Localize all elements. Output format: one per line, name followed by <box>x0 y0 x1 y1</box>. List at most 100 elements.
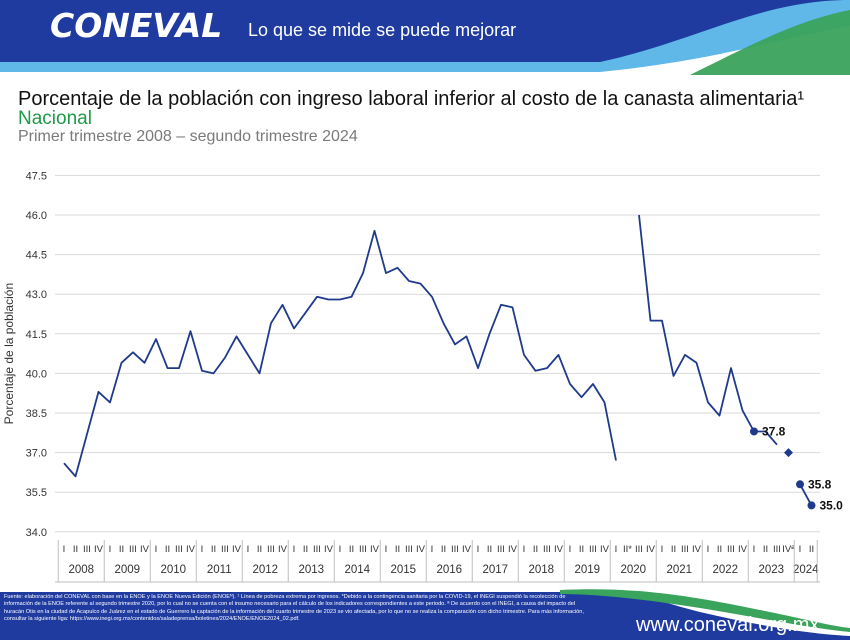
x-quarter-label: III <box>83 544 91 555</box>
website-link[interactable]: www.coneval.org.mx <box>636 614 820 636</box>
data-point-marker <box>807 501 816 510</box>
series-line-2024 <box>799 483 813 506</box>
x-quarter-label: IVª <box>782 544 795 555</box>
x-quarter-label: III <box>681 544 689 555</box>
x-year-label: 2024 <box>793 564 819 576</box>
x-quarter-label: II <box>165 544 170 555</box>
x-quarter-label: IV <box>554 544 564 555</box>
y-tick-label: 43.0 <box>26 289 47 301</box>
footer-background <box>0 589 850 640</box>
x-quarter-label: IV <box>646 544 656 555</box>
x-quarter-label: III <box>497 544 505 555</box>
footer-banner <box>0 588 850 640</box>
x-quarter-label: IV <box>692 544 702 555</box>
x-quarter-label: II <box>717 544 722 555</box>
x-year-label: 2016 <box>436 564 462 576</box>
x-quarter-label: II <box>579 544 584 555</box>
x-quarter-label: I <box>799 544 802 555</box>
x-quarter-label: II <box>671 544 676 555</box>
x-year-label: 2022 <box>712 564 738 576</box>
line-chart: 34.0 35.5 37.0 38.5 40.0 41.5 43.0 44.5 46.0 47.5… <box>0 160 850 590</box>
x-quarter-label: IV <box>324 544 334 555</box>
x-year-label: 2015 <box>390 564 416 576</box>
y-tick-label: 40.0 <box>26 368 47 380</box>
x-year-label: 2014 <box>344 564 370 576</box>
x-year-label: 2011 <box>207 564 232 576</box>
x-quarter-label: I <box>293 544 296 555</box>
x-quarter-label: I <box>431 544 434 555</box>
x-year-label: 2023 <box>758 564 784 576</box>
x-quarter-label: III <box>727 544 735 555</box>
header-background <box>0 0 850 75</box>
x-year-label: 2021 <box>666 564 692 576</box>
header-banner: CONEVAL Lo que se mide se puede mejorar <box>0 0 850 75</box>
x-year-label: 2020 <box>620 564 646 576</box>
footer-source-note: Fuente: elaboración del CONEVAL con base… <box>4 594 584 623</box>
data-point-marker <box>784 448 793 458</box>
x-quarter-label: III <box>405 544 413 555</box>
x-quarter-label: I <box>615 544 618 555</box>
x-quarter-label: IV <box>186 544 196 555</box>
x-quarter-label: II <box>533 544 538 555</box>
x-quarter-label: I <box>339 544 342 555</box>
chart-svg: 34.0 35.5 37.0 38.5 40.0 41.5 43.0 44.5 46.0 47.5… <box>2 170 844 583</box>
x-quarter-label: IV <box>600 544 610 555</box>
data-point-marker <box>750 427 758 436</box>
x-quarter-label: III <box>635 544 643 555</box>
x-quarter-label: I <box>707 544 710 555</box>
x-quarter-label: I <box>247 544 250 555</box>
x-quarter-label: III <box>451 544 459 555</box>
x-quarter-label: II <box>257 544 262 555</box>
y-tick-label: 46.0 <box>26 210 47 222</box>
y-tick-label: 47.5 <box>26 170 47 182</box>
x-quarter-label: I <box>201 544 204 555</box>
x-quarter-label: I <box>477 544 480 555</box>
x-quarter-label: I <box>523 544 526 555</box>
x-quarter-label: II <box>119 544 124 555</box>
data-point-marker <box>796 480 804 489</box>
x-quarter-label: IV <box>508 544 518 555</box>
x-quarter-label: II* <box>623 544 632 555</box>
y-tick-label: 35.5 <box>26 487 47 499</box>
data-label: 37.8 <box>762 424 786 438</box>
x-quarter-label: I <box>753 544 756 555</box>
x-quarter-label: II <box>395 544 400 555</box>
x-year-label: 2018 <box>528 564 554 576</box>
coneval-logo: CONEVAL <box>50 6 223 45</box>
x-quarter-label: IV <box>370 544 380 555</box>
y-tick-label: 44.5 <box>26 250 47 262</box>
chart-subtitle: Nacional <box>18 108 92 129</box>
x-quarter-label: II <box>211 544 216 555</box>
x-quarter-label: III <box>129 544 137 555</box>
x-quarter-label: IV <box>462 544 472 555</box>
x-quarter-label: I <box>385 544 388 555</box>
chart-title: Porcentaje de la población con ingreso l… <box>18 88 805 110</box>
x-quarter-label: IV <box>278 544 288 555</box>
x-quarter-label: IV <box>232 544 242 555</box>
x-quarter-label: II <box>349 544 354 555</box>
x-quarter-label: IV <box>416 544 426 555</box>
x-quarter-label: III <box>773 544 781 555</box>
x-quarter-label: IV <box>94 544 104 555</box>
x-quarter-label: IV <box>738 544 748 555</box>
x-quarter-label: IV <box>140 544 150 555</box>
x-quarter-label: I <box>109 544 112 555</box>
x-year-label: 2012 <box>252 564 278 576</box>
x-year-label: 2010 <box>160 564 186 576</box>
y-axis-label: Porcentaje de la población <box>2 283 16 424</box>
x-quarter-label: I <box>569 544 572 555</box>
x-year-label: 2013 <box>298 564 324 576</box>
chart-period: Primer trimestre 2008 – segundo trimestr… <box>18 128 358 145</box>
x-quarter-label: I <box>155 544 158 555</box>
series-line <box>638 214 778 446</box>
y-tick-label: 37.0 <box>26 448 47 460</box>
x-quarter-label: II <box>809 544 814 555</box>
x-quarter-label: III <box>359 544 367 555</box>
header-slogan: Lo que se mide se puede mejorar <box>248 20 517 40</box>
data-label: 35.0 <box>820 498 844 512</box>
x-quarter-label: I <box>661 544 664 555</box>
y-tick-label: 38.5 <box>26 408 47 420</box>
y-tick-label: 41.5 <box>26 329 47 341</box>
x-quarter-label: III <box>175 544 183 555</box>
x-quarter-label: II <box>487 544 492 555</box>
